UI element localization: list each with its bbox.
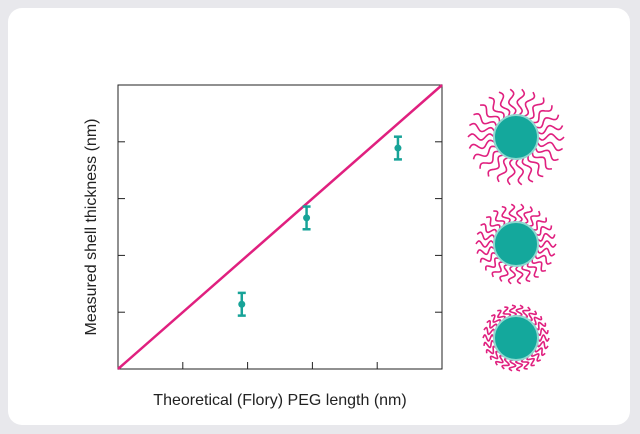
peg-chain [487, 154, 504, 177]
peg-chain [482, 334, 495, 342]
y-axis-label: Measured shell thickness (nm) [83, 119, 100, 336]
peg-chain [501, 357, 511, 370]
nanoparticle-illustrations [467, 88, 565, 372]
peg-chain [472, 145, 497, 160]
peg-chain [532, 217, 547, 231]
peg-chain [496, 156, 509, 183]
peg-chain [479, 150, 500, 169]
peg-chain [528, 310, 538, 322]
data-point [303, 214, 311, 222]
peg-chain [537, 334, 550, 342]
peg-chain [468, 122, 496, 133]
peg-chain [480, 223, 498, 234]
peg-chain [521, 264, 531, 283]
peg-chain [506, 158, 516, 186]
peg-chain [531, 258, 547, 272]
peg-chain [473, 112, 498, 128]
peg-chain [493, 210, 506, 227]
peg-chain [486, 319, 498, 329]
peg-chain [508, 359, 517, 372]
peg-chain [527, 154, 544, 178]
peg-chain [515, 203, 525, 223]
peg-chain [523, 206, 533, 225]
plot-frame [117, 84, 443, 370]
peg-chain [499, 263, 509, 282]
peg-chain [536, 232, 556, 242]
peg-chain [523, 91, 536, 118]
peg-chain [515, 304, 524, 317]
peg-chain [520, 358, 530, 370]
peg-chain [498, 91, 511, 117]
peg-chain [528, 210, 541, 227]
particle-core [493, 315, 539, 361]
peg-chain [491, 261, 504, 278]
peg-chain [483, 326, 496, 336]
reference-line [117, 84, 443, 370]
peg-chain [515, 265, 524, 285]
peg-chain [535, 225, 553, 236]
peg-chain [536, 327, 549, 337]
peg-chain [483, 339, 496, 349]
data-point [394, 144, 402, 152]
peg-chain [526, 261, 539, 278]
peg-chain [530, 352, 542, 362]
peg-chain [516, 88, 526, 116]
peg-chain [536, 141, 564, 152]
peg-chain [515, 158, 525, 186]
peg-chain [532, 105, 553, 124]
peg-chain [485, 216, 501, 230]
peg-chain [528, 97, 545, 120]
peg-chain [479, 252, 497, 263]
peg-chain [467, 133, 495, 141]
peg-chain [476, 246, 496, 256]
peg-chain [501, 205, 511, 224]
peg-chain [534, 347, 546, 357]
peg-chain [521, 306, 531, 319]
peg-chain [507, 88, 517, 116]
card [8, 8, 630, 425]
x-axis-label: Theoretical (Flory) PEG length (nm) [153, 392, 406, 409]
peg-chain [532, 315, 543, 326]
peg-chain [508, 203, 517, 223]
peg-chain [502, 306, 512, 318]
particle-core [493, 114, 539, 160]
peg-chain [490, 314, 502, 324]
peg-chain [534, 321, 547, 331]
peg-chain [534, 254, 552, 265]
peg-chain [480, 104, 501, 123]
peg-chain [536, 340, 549, 350]
particle-core [493, 221, 539, 267]
peg-chain [537, 133, 565, 141]
peg-chain [507, 265, 517, 285]
peg-chain [485, 345, 498, 355]
data-point [238, 300, 246, 308]
peg-chain [485, 257, 500, 271]
peg-chain [508, 304, 517, 317]
peg-chain [534, 146, 559, 162]
peg-chain [468, 139, 496, 150]
peg-chain [494, 354, 504, 366]
peg-chain [515, 359, 524, 372]
peg-chain [475, 240, 495, 248]
peg-chain [536, 247, 556, 257]
peg-chain [535, 114, 560, 129]
peg-chain [488, 96, 505, 120]
peg-chain [537, 240, 557, 248]
peg-chain [497, 309, 506, 321]
peg-chain [521, 157, 534, 183]
peg-chain [531, 151, 552, 170]
peg-chain [476, 231, 496, 241]
peg-chain [536, 124, 564, 135]
peg-chain [526, 355, 535, 367]
peg-chain [489, 350, 500, 361]
